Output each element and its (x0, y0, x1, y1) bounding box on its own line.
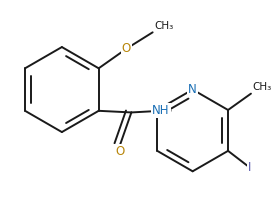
Text: O: O (122, 42, 131, 55)
Text: O: O (115, 145, 125, 158)
Text: CH₃: CH₃ (154, 21, 173, 31)
Text: NH: NH (152, 104, 170, 117)
Text: CH₃: CH₃ (253, 82, 272, 92)
Text: I: I (248, 161, 251, 174)
Text: N: N (188, 83, 197, 96)
